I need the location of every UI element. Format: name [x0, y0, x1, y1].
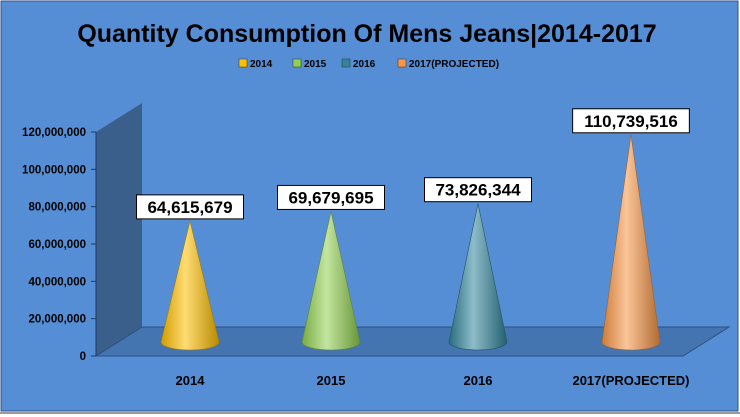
y-tick-label: 20,000,000 [28, 314, 86, 326]
data-label: 110,739,516 [584, 112, 678, 131]
legend-swatch [292, 58, 302, 68]
cone-bar [601, 134, 661, 351]
data-label: 64,615,679 [147, 198, 232, 217]
data-label: 69,679,695 [288, 188, 373, 207]
data-label-box [277, 184, 385, 210]
x-category-label: 2017(PROJECTED) [572, 373, 689, 388]
y-tick-label: 60,000,000 [28, 239, 86, 251]
legend-swatch [397, 58, 407, 68]
plot-area: 0 20,000,000 40,000,000 60,000,000 80,000,00… [22, 103, 731, 388]
data-label-box [424, 177, 532, 203]
legend-label: 2015 [304, 59, 327, 70]
side-wall [96, 103, 142, 356]
data-label-box [136, 194, 244, 220]
data-label-box [572, 108, 690, 134]
legend-label: 2017(PROJECTED) [409, 59, 499, 70]
chart-floor [94, 326, 731, 357]
data-label: 73,826,344 [435, 181, 521, 200]
x-category-label: 2014 [176, 373, 206, 388]
legend: 2014 2015 2016 2017(PROJECTED) [238, 58, 499, 70]
cone-bar [448, 203, 508, 351]
x-category-label: 2015 [317, 373, 346, 388]
y-tick-label: 40,000,000 [28, 276, 86, 288]
legend-swatch [341, 58, 351, 68]
cone-bar [160, 220, 220, 351]
y-tick-label: 100,000,000 [22, 164, 86, 176]
legend-swatch [238, 58, 248, 68]
x-category-label: 2016 [464, 373, 493, 388]
y-tick-label: 120,000,000 [22, 127, 86, 139]
cone-bar [301, 211, 361, 351]
legend-label: 2014 [250, 59, 273, 70]
chart-title: Quantity Consumption Of Mens Jeans|2014-… [77, 20, 656, 48]
legend-label: 2016 [353, 59, 376, 70]
y-tick-label: 0 [80, 351, 86, 363]
y-tick-label: 80,000,000 [28, 202, 86, 214]
